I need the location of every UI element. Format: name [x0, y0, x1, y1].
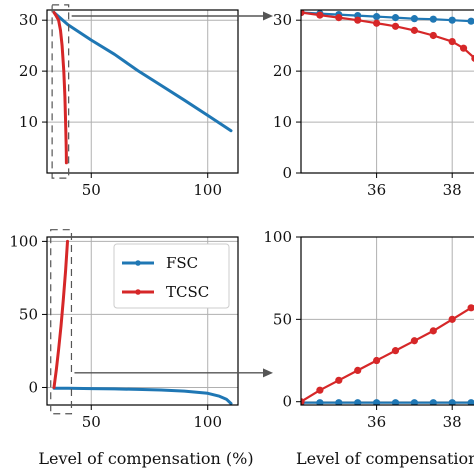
y-tick-label: 0 [28, 378, 38, 396]
zoom-box [50, 229, 73, 415]
x-tick-label: 36 [367, 181, 386, 199]
legend: FSC TCSC [113, 243, 230, 309]
data-point-tcsc [316, 386, 324, 394]
series-line-tcsc [301, 305, 474, 403]
series-line-tcsc [301, 11, 474, 60]
x-tick-label: 100 [193, 413, 222, 431]
data-point-tcsc [354, 366, 362, 375]
data-point-tcsc [471, 54, 474, 62]
y-tick-label: 30 [19, 11, 38, 29]
data-point-tcsc [316, 11, 324, 19]
zoom-guide-arrowhead [263, 368, 273, 378]
y-tick-label: 100 [9, 232, 38, 250]
data-point-tcsc [467, 304, 474, 312]
data-point-fsc [467, 17, 474, 25]
data-point-fsc [391, 399, 400, 405]
y-tick-label: 100 [263, 228, 292, 246]
plot-area-bottom-right [301, 237, 474, 405]
xlabel-bottom-right: Level of compensation ( [296, 449, 474, 468]
plots-layer: 50 100 10 20 30 36 38 0 10 20 30 50 100 0 50 100 FSC TCSC… [9, 9, 474, 431]
zoom-box [51, 4, 70, 179]
data-point-fsc [335, 399, 343, 405]
y-tick-label: 0 [282, 164, 292, 182]
y-tick-label: 50 [19, 305, 38, 323]
plot-area-top-left [47, 10, 238, 173]
axes-frame-top-left [46, 9, 239, 174]
series-line-fsc [52, 386, 233, 405]
data-point-tcsc [448, 315, 456, 323]
data-point-fsc [448, 399, 456, 405]
plot-area-top-right [301, 10, 474, 173]
series-line-tcsc [52, 11, 68, 165]
data-point-fsc [373, 13, 381, 21]
y-tick-label: 0 [282, 393, 292, 411]
y-tick-label: 20 [19, 62, 38, 80]
x-tick-label: 50 [82, 413, 101, 431]
y-tick-label: 10 [19, 113, 38, 131]
data-point-fsc [429, 399, 437, 405]
data-point-tcsc [459, 44, 468, 52]
x-tick-label: 36 [367, 413, 386, 431]
data-point-tcsc [391, 22, 400, 30]
data-point-fsc [373, 399, 381, 405]
data-point-fsc [391, 14, 400, 22]
data-point-tcsc [373, 19, 381, 27]
x-tick-label: 100 [193, 181, 222, 199]
y-tick-label: 30 [273, 11, 292, 29]
y-tick-label: 10 [273, 113, 292, 131]
data-point-tcsc [373, 356, 381, 365]
data-point-fsc [354, 399, 362, 405]
data-point-tcsc [301, 10, 305, 17]
axes-frame-bottom-right [300, 236, 474, 406]
series-line-fsc [52, 11, 233, 133]
x-tick-label: 38 [443, 413, 462, 431]
zoom-guides [50, 4, 273, 415]
data-point-fsc [448, 16, 456, 24]
y-tick-label: 20 [273, 62, 292, 80]
data-point-tcsc [448, 37, 456, 46]
data-point-tcsc [410, 337, 418, 345]
axes-frame-top-right [300, 9, 474, 174]
x-tick-label: 50 [82, 181, 101, 199]
data-point-tcsc [335, 376, 343, 384]
data-point-fsc [410, 399, 418, 405]
legend-marker-tcsc [135, 289, 141, 295]
data-point-fsc [467, 399, 474, 405]
x-tick-label: 38 [443, 181, 462, 199]
legend-label-fsc: FSC [166, 254, 198, 272]
data-point-fsc [410, 15, 418, 23]
data-point-tcsc [391, 347, 400, 355]
data-point-tcsc [429, 327, 437, 335]
series-line-tcsc [52, 239, 69, 389]
y-tick-label: 50 [273, 310, 292, 328]
legend-marker-fsc [135, 260, 141, 266]
series-line-fsc [301, 11, 474, 23]
data-point-tcsc [301, 398, 305, 405]
plot-area-bottom-left [47, 237, 238, 405]
zoom-guide-arrowhead [263, 11, 273, 21]
data-point-fsc [429, 15, 437, 23]
data-point-tcsc [335, 14, 343, 22]
data-point-fsc [316, 399, 324, 405]
data-point-tcsc [429, 31, 437, 40]
data-point-tcsc [410, 26, 418, 34]
legend-label-tcsc: TCSC [166, 283, 209, 301]
axes-frame-bottom-left [46, 236, 239, 406]
xlabel-bottom-left: Level of compensation (%) [38, 449, 253, 468]
data-point-tcsc [354, 16, 362, 24]
